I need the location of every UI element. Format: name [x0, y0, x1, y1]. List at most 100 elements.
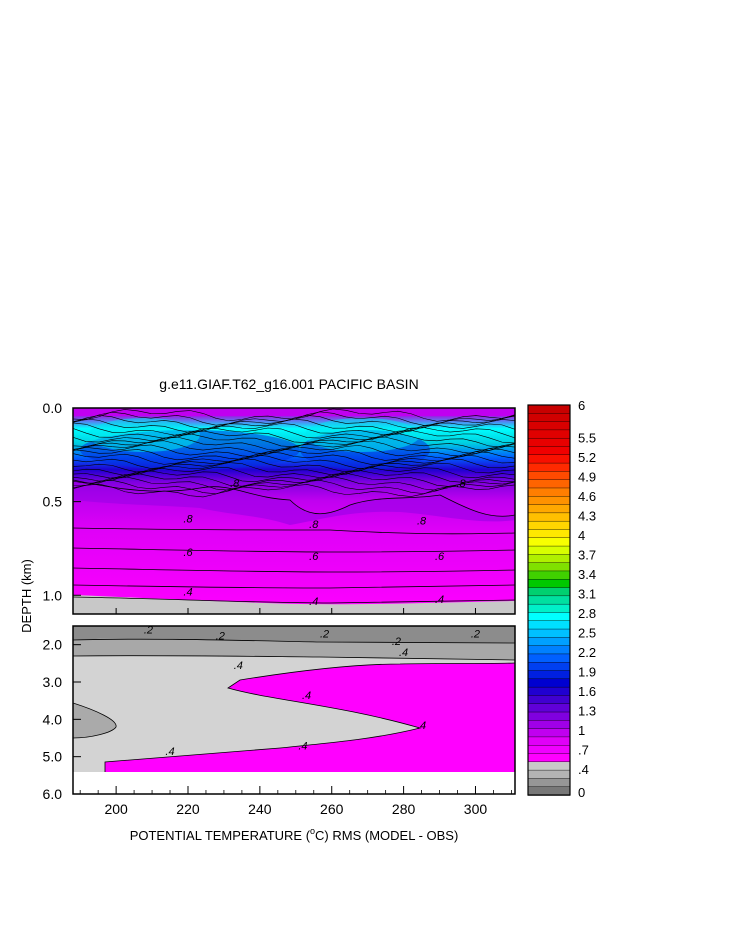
contour-label: .4: [309, 596, 318, 608]
lower-contour-lines: [73, 638, 515, 772]
chart-title: g.e11.GIAF.T62_g16.001 PACIFIC BASIN: [159, 376, 418, 392]
x-axis-label-tail: C) RMS (MODEL - OBS): [315, 828, 458, 843]
colorbar-label: 2.5: [578, 626, 596, 641]
colorbar-swatch: [527, 454, 571, 464]
dense-contour-line: [73, 436, 515, 451]
colorbar-label: 6: [578, 398, 585, 413]
colorbar-label: 1.9: [578, 665, 596, 680]
lower-midgrey-band: [73, 638, 515, 660]
dense-contour-line: [73, 462, 515, 476]
surface-patch: [305, 418, 420, 452]
colorbar-frame: [527, 404, 571, 796]
colorbar-swatch: [527, 695, 571, 705]
colorbar-label: .7: [578, 743, 589, 758]
contour-label: .6: [309, 551, 319, 563]
x-tick-label: 300: [464, 801, 488, 817]
colorbar-label: 5.2: [578, 450, 596, 465]
contour-label: .2: [320, 628, 329, 640]
dense-contour-line: [73, 418, 515, 433]
contour-label: .2: [216, 630, 225, 642]
dense-contour-line: [73, 483, 515, 498]
lower-darkgrey-band: [73, 626, 515, 643]
surface-top-strip: [73, 408, 515, 416]
colorbar-label: 3.4: [578, 567, 596, 582]
upper-grey-fill: [73, 595, 515, 614]
colorbar-swatch: [527, 479, 571, 489]
dense-contour-line: [73, 448, 515, 461]
upper-panel-frame: [72, 407, 516, 615]
x-tick-label: 260: [320, 801, 344, 817]
colorbar-swatch: [527, 462, 571, 473]
upper-contour-line: [73, 479, 515, 517]
dense-contour-line: [73, 422, 515, 436]
lower-left-grey-lobe: [73, 703, 117, 738]
upper-panel: .8 .8 .8 .8 .8 .6 .6 .6 .4 .4 .4: [73, 408, 515, 614]
colorbar-swatch: [527, 678, 571, 688]
colorbar-label: 4.3: [578, 509, 596, 524]
colorbar-swatch: [527, 628, 571, 639]
dense-contour-line: [73, 479, 515, 495]
dense-contour-line: [73, 451, 515, 466]
lower-contour-labels: .2.2.2.2.2.4.4.4.4.4.4: [144, 626, 480, 758]
colorbar-swatch: [527, 471, 571, 481]
upper-dense-lines: [73, 408, 515, 498]
contour-label: .2: [392, 636, 401, 648]
contour-label: .4: [435, 594, 444, 606]
colorbar-swatch: [527, 736, 571, 746]
colorbar-swatch: [527, 686, 571, 697]
x-axis-label-unit: o: [310, 826, 315, 836]
colorbar-swatch: [527, 761, 571, 771]
dense-contour-line: [73, 444, 515, 458]
colorbar-label: 0: [578, 785, 585, 800]
colorbar-swatch: [527, 437, 571, 448]
contour-label: .6: [435, 551, 445, 563]
y-axis-label: DEPTH (km): [19, 559, 34, 633]
dense-contour-line: [73, 408, 515, 422]
colorbar-swatch: [527, 620, 571, 630]
y-tick-label: 4.0: [43, 711, 63, 727]
colorbar-swatch: [527, 446, 571, 456]
y-tick-label: 5.0: [43, 749, 63, 765]
y-tick-label: 3.0: [43, 674, 63, 690]
contour-label: .8: [309, 519, 319, 531]
colorbar-label: 4.6: [578, 489, 596, 504]
colorbar-swatch: [527, 496, 571, 506]
x-tick-label: 200: [104, 801, 128, 817]
x-tick-label: 280: [392, 801, 416, 817]
colorbar-swatch: [527, 778, 571, 788]
colorbar-swatch: [527, 529, 571, 539]
contour-label: .4: [298, 740, 307, 752]
colorbar-swatch: [527, 603, 571, 614]
colorbar-swatch: [527, 670, 571, 680]
contour-label: .4: [399, 647, 408, 659]
colorbar-swatch: [527, 595, 571, 605]
y-tick-label: 6.0: [43, 786, 63, 802]
colorbar-swatch: [527, 653, 571, 663]
colorbar-swatch: [527, 570, 571, 580]
y-tick-label: 0.0: [43, 400, 63, 416]
colorbar-swatch: [527, 645, 571, 655]
colorbar-swatch: [527, 769, 571, 780]
lower-panel-frame: [72, 625, 516, 795]
colorbar: 6 5.5 5.2 4.9 4.6 4.3 4 3.7 3.4 3.1 2.8 2.5 2.2 1.9 1.…: [527, 398, 596, 800]
colorbar-swatch: [527, 520, 571, 531]
colorbar-label: 2.2: [578, 645, 596, 660]
colorbar-swatch: [527, 753, 571, 763]
y-tick-label: 2.0: [43, 637, 63, 653]
colorbar-swatch: [527, 745, 571, 755]
colorbar-label: 2.8: [578, 606, 596, 621]
colorbar-swatch: [527, 728, 571, 738]
colorbar-label: .4: [578, 762, 589, 777]
colorbar-label: 1: [578, 723, 585, 738]
colorbar-label: 4: [578, 528, 585, 543]
contour-label: .8: [417, 515, 427, 527]
contour-label: .8: [457, 478, 467, 490]
contour-label: .4: [417, 720, 426, 732]
lower-panel: .2.2.2.2.2.4.4.4.4.4.4: [73, 626, 515, 794]
colorbar-label: 3.7: [578, 548, 596, 563]
dense-contour-line: [73, 430, 515, 444]
upper-contour-lines: [73, 479, 515, 604]
x-axis: 200 220 240 260 280 300: [79, 608, 512, 817]
lower-white-strip: [73, 772, 515, 794]
